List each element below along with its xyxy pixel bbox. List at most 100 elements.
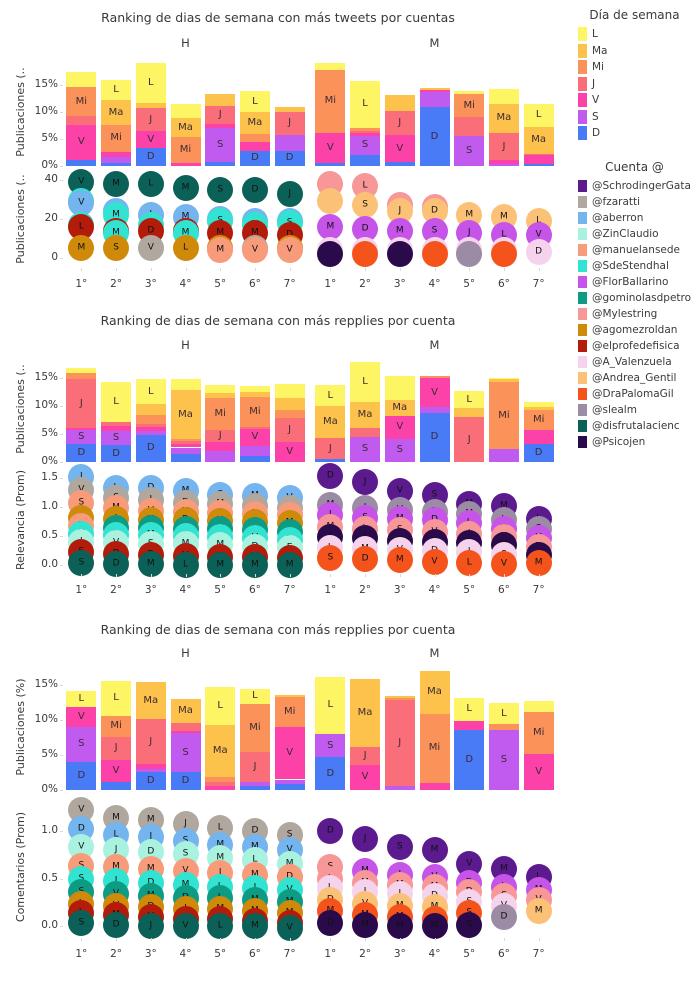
bar-segment: D: [135, 771, 166, 790]
legend-day-item[interactable]: D: [578, 125, 691, 142]
legend-account-item[interactable]: @slealm: [578, 402, 691, 418]
bar-segment: [488, 164, 519, 166]
bar-segment: [488, 449, 519, 462]
comentarios-bars-y-tickmark: [60, 720, 63, 721]
legend-account-item[interactable]: @disfrutalacienc: [578, 418, 691, 434]
scatter-point-label: J: [398, 205, 402, 216]
legend-account-item[interactable]: @SchrodingerGata: [578, 178, 691, 194]
legend-account-item[interactable]: @manuelansede: [578, 242, 691, 258]
scatter-point: S: [352, 192, 379, 219]
bar-segment: [101, 156, 132, 164]
bar-segment: [205, 385, 236, 393]
scatter-point-label: L: [501, 229, 507, 240]
bar-segment-label: L: [535, 109, 542, 121]
relevancia-dots-x-tickmark: [469, 574, 471, 577]
legend-day-item[interactable]: V: [578, 92, 691, 109]
bar: V Mi: [66, 72, 97, 166]
bar-segment: L: [239, 91, 270, 112]
legend-day-item[interactable]: J: [578, 76, 691, 93]
legend-account-item[interactable]: @ZinClaudio: [578, 226, 691, 242]
legend-account-item[interactable]: @gominolasdpetro: [578, 290, 691, 306]
comentarios-dots-x-tick: 7°: [532, 948, 545, 960]
bar-segment: [170, 440, 201, 445]
tweets-bars-y-tick: 10%: [34, 105, 58, 117]
scatter-point: M: [241, 913, 268, 940]
legend-day-item[interactable]: L: [578, 26, 691, 43]
bar-segment-label: J: [398, 117, 402, 129]
legend-account-item[interactable]: @agomezroldan: [578, 322, 691, 338]
bar-segment-label: Ma: [427, 686, 442, 698]
relevancia-dots-y-axis-label: Relevancia (Prom): [14, 469, 27, 571]
legend-account-label: @slealm: [592, 404, 637, 416]
relevancia-dots-y-tick: 1.5: [41, 471, 58, 484]
legend-account-item[interactable]: @aberron: [578, 210, 691, 226]
scatter-point-label: D: [326, 917, 334, 928]
legend-account-item[interactable]: @Mylestring: [578, 306, 691, 322]
bar-segment: Ma: [170, 390, 201, 440]
bar-segment: [419, 90, 450, 93]
replies-bars-y-tickmark: [60, 406, 63, 408]
bar-segment: [454, 117, 485, 136]
replies-bars-title: Ranking de dias de semana con más reppli…: [100, 313, 456, 328]
bar-segment: Ma: [488, 103, 519, 134]
relevancia-dots-y-tick: 0.0: [41, 558, 58, 571]
bar-segment: [350, 130, 381, 134]
legend-day-item[interactable]: Ma: [578, 43, 691, 60]
bar-segment: L: [523, 103, 554, 127]
scatter-point-label: M: [146, 558, 155, 569]
legend-account-item[interactable]: @FlorBallarino: [578, 274, 691, 290]
legend-account-item[interactable]: @A_Valenzuela: [578, 354, 691, 370]
bar-segment: [170, 731, 201, 734]
replies-bars-facet-label-M: M: [429, 338, 440, 352]
bar-segment: J: [454, 417, 485, 462]
legend-account-item[interactable]: @Psicojen: [578, 434, 691, 450]
comentarios-dots-x-tick: 7°: [283, 948, 296, 960]
legend-account-item[interactable]: @Andrea_Gentil: [578, 370, 691, 386]
comentarios-dots-x-tickmark: [150, 938, 152, 941]
bar-segment: [315, 63, 346, 70]
tweets-bars-y-tickmark: [60, 166, 63, 167]
scatter-point: S: [207, 176, 234, 203]
relevancia-dots-x-tick: 6°: [248, 584, 261, 596]
legend-account-item[interactable]: @fzaratti: [578, 194, 691, 210]
bar-segment: D: [419, 107, 450, 166]
tweets-dots-x-tick: 4°: [428, 278, 441, 290]
bar: J Mi L: [239, 688, 270, 790]
legend-account-item[interactable]: @elprofedefisica: [578, 338, 691, 354]
scatter-point: M: [68, 235, 95, 262]
legend-account-swatch: [578, 244, 587, 256]
scatter-point-label: V: [396, 485, 403, 496]
bar-segment: [350, 133, 381, 136]
legend-account-swatch: [578, 356, 587, 368]
scatter-point: L: [172, 235, 199, 262]
bar-segment: [170, 444, 201, 448]
scatter-point: M: [103, 170, 130, 197]
bar-segment: V: [274, 441, 305, 462]
scatter-point-label: S: [466, 919, 473, 930]
scatter-point-label: D: [277, 872, 303, 881]
legend-account-item[interactable]: @DraPalomaGil: [578, 386, 691, 402]
bar-segment: [66, 372, 97, 380]
scatter-point: M: [317, 213, 344, 240]
bar-segment: [101, 151, 132, 157]
bar-segment-label: Ma: [357, 408, 373, 420]
bar-segment: [488, 379, 519, 383]
legend-day-item[interactable]: S: [578, 109, 691, 126]
scatter-point-label: L: [78, 221, 84, 232]
bar-segment-label: J: [288, 117, 292, 129]
tweets-dots-y-tickmark: [60, 258, 63, 260]
comentarios-dots-x-tick: 5°: [214, 948, 227, 960]
legend-day-item[interactable]: Mi: [578, 59, 691, 76]
scatter-point: M: [207, 552, 234, 579]
bar-segment-label: L: [362, 375, 368, 387]
scatter-point: [352, 241, 379, 268]
relevancia-dots-y-tickmark: [60, 507, 63, 509]
legend-account-item[interactable]: @SdeStendhal: [578, 258, 691, 274]
bar: Ma L: [523, 103, 554, 166]
bar-segment: D: [274, 150, 305, 166]
scatter-point-label: J: [218, 867, 222, 878]
scatter-point-label: D: [500, 911, 508, 922]
relevancia-dots-x-tick: 5°: [214, 584, 227, 596]
scatter-point: M: [207, 237, 234, 264]
